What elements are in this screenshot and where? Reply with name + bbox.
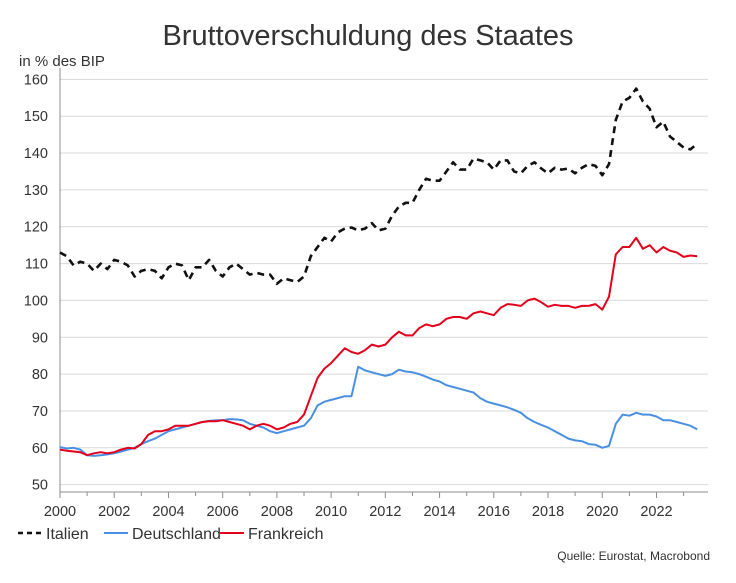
- x-tick-label: 2016: [478, 504, 510, 520]
- x-tick-label: 2012: [369, 504, 401, 520]
- x-tick-label: 2022: [640, 504, 672, 520]
- y-tick-label: 150: [24, 109, 48, 125]
- y-axis-ticks: 50 60 70 80 90 100 110 120 130 140 150 160: [24, 72, 48, 493]
- series-line-frankreich: [59, 236, 698, 457]
- y-tick-label: 160: [24, 72, 48, 88]
- y-tick-label: 140: [24, 146, 48, 162]
- y-tick-label: 120: [24, 220, 48, 236]
- x-tick-label: 2000: [44, 504, 76, 520]
- series-lines: [59, 87, 699, 457]
- y-tick-label: 100: [24, 293, 48, 309]
- source-note: Quelle: Eurostat, Macrobond: [557, 549, 710, 563]
- x-tick-label: 2020: [586, 504, 618, 520]
- series-line-deutschland: [59, 365, 698, 457]
- y-tick-label: 90: [32, 330, 48, 346]
- legend: Italien Deutschland Frankreich: [18, 526, 324, 543]
- y-tick-label: 60: [32, 441, 48, 457]
- x-tick-label: 2006: [207, 504, 239, 520]
- series-line-italien: [59, 87, 699, 286]
- gridlines: [60, 78, 708, 486]
- x-axis-ticks: 2000 2002 2004 2006 2008 2010 2012 2014 2016 2018…: [44, 492, 685, 520]
- y-tick-label: 110: [25, 257, 48, 273]
- legend-label-frankreich: Frankreich: [248, 526, 324, 543]
- x-tick-label: 2002: [98, 504, 130, 520]
- x-tick-label: 2008: [261, 504, 293, 520]
- x-tick-label: 2018: [532, 504, 564, 520]
- legend-label-italien: Italien: [46, 526, 89, 543]
- x-tick-label: 2014: [423, 504, 455, 520]
- y-tick-label: 130: [24, 183, 48, 199]
- legend-label-deutschland: Deutschland: [132, 526, 221, 543]
- chart-title: Bruttoverschuldung des Staates: [162, 20, 573, 52]
- y-axis-label: in % des BIP: [19, 53, 105, 70]
- y-tick-label: 50: [32, 478, 48, 494]
- y-tick-label: 70: [32, 404, 48, 420]
- x-tick-label: 2010: [315, 504, 347, 520]
- y-tick-label: 80: [32, 367, 48, 383]
- x-tick-label: 2004: [152, 504, 184, 520]
